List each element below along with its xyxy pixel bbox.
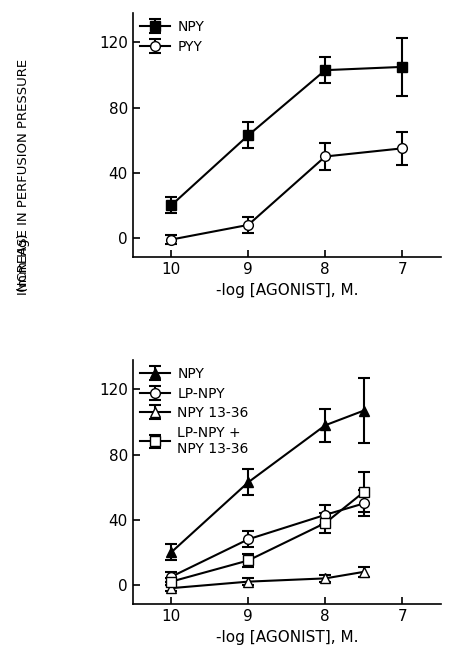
Legend: NPY, PYY: NPY, PYY [140, 20, 204, 54]
Text: INCREASE IN PERFUSION PRESSURE: INCREASE IN PERFUSION PRESSURE [17, 59, 30, 296]
X-axis label: -log [AGONIST], M.: -log [AGONIST], M. [216, 283, 358, 298]
Text: (mm Hg): (mm Hg) [17, 233, 30, 292]
Legend: NPY, LP-NPY, NPY 13-36, LP-NPY +
NPY 13-36: NPY, LP-NPY, NPY 13-36, LP-NPY + NPY 13-… [140, 367, 248, 456]
X-axis label: -log [AGONIST], M.: -log [AGONIST], M. [216, 630, 358, 645]
